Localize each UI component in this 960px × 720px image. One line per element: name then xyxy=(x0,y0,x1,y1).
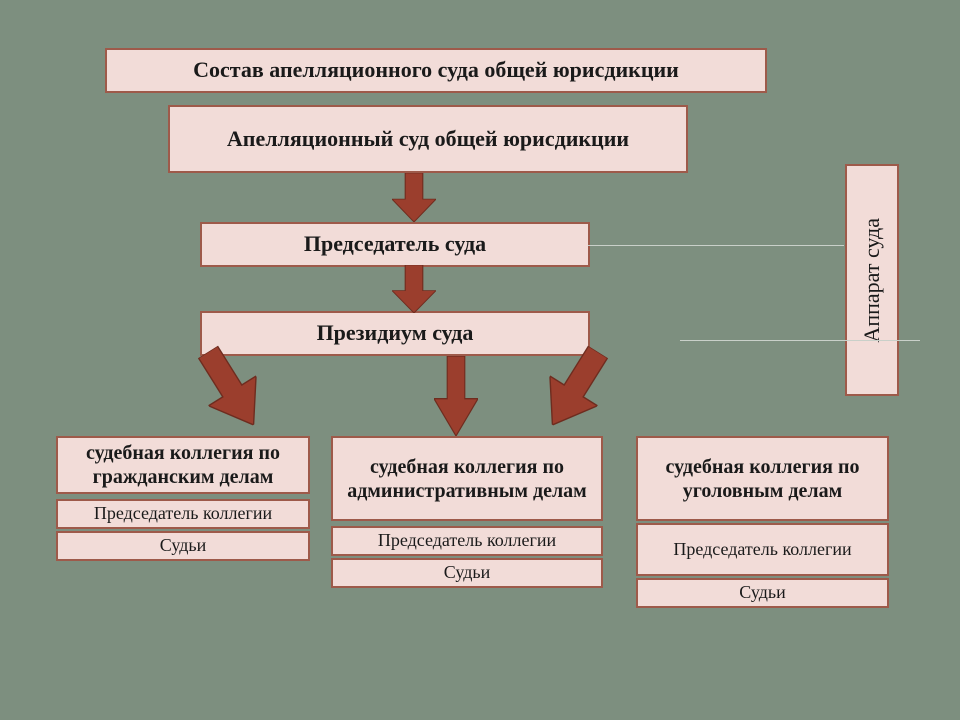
branch-1-main: судебная коллегия по административным де… xyxy=(331,436,603,521)
branch-0-main: судебная коллегия по гражданским делам xyxy=(56,436,310,494)
branch-1-main-text: судебная коллегия по административным де… xyxy=(341,455,593,503)
presidium-text: Президиум суда xyxy=(317,320,474,346)
branch-1-sub2: Судьи xyxy=(331,558,603,588)
branch-2-sub1: Председатель коллегии xyxy=(636,523,889,576)
branch-0-sub1: Председатель коллегии xyxy=(56,499,310,529)
branch-2-sub2: Судьи xyxy=(636,578,889,608)
chairman-box: Председатель суда xyxy=(200,222,590,267)
branch-0-sub2-text: Судьи xyxy=(160,535,206,557)
branch-1-sub1: Председатель коллегии xyxy=(331,526,603,556)
title-box: Состав апелляционного суда общей юрисдик… xyxy=(105,48,767,93)
connector-line-0 xyxy=(588,245,844,246)
arrow-1 xyxy=(392,265,436,313)
presidium-box: Президиум суда xyxy=(200,311,590,356)
chairman-text: Председатель суда xyxy=(304,231,486,257)
branch-1-sub1-text: Председатель коллегии xyxy=(378,530,556,552)
branch-2-sub2-text: Судьи xyxy=(739,582,785,604)
branch-2-main-text: судебная коллегия по уголовным делам xyxy=(646,455,879,503)
title-text: Состав апелляционного суда общей юрисдик… xyxy=(193,57,679,83)
branch-0-sub1-text: Председатель коллегии xyxy=(94,503,272,525)
branch-0-main-text: судебная коллегия по гражданским делам xyxy=(66,441,300,489)
sidebar-text: Аппарат суда xyxy=(859,218,885,343)
root-box: Апелляционный суд общей юрисдикции xyxy=(168,105,688,173)
arrow-0 xyxy=(392,173,436,222)
branch-2-sub1-text: Председатель коллегии xyxy=(673,539,851,561)
sidebar-box: Аппарат суда xyxy=(845,164,899,396)
root-text: Апелляционный суд общей юрисдикции xyxy=(227,126,629,152)
branch-2-main: судебная коллегия по уголовным делам xyxy=(636,436,889,521)
branch-1-sub2-text: Судьи xyxy=(444,562,490,584)
arrow-3 xyxy=(434,356,478,436)
branch-0-sub2: Судьи xyxy=(56,531,310,561)
connector-line-1 xyxy=(680,340,920,341)
